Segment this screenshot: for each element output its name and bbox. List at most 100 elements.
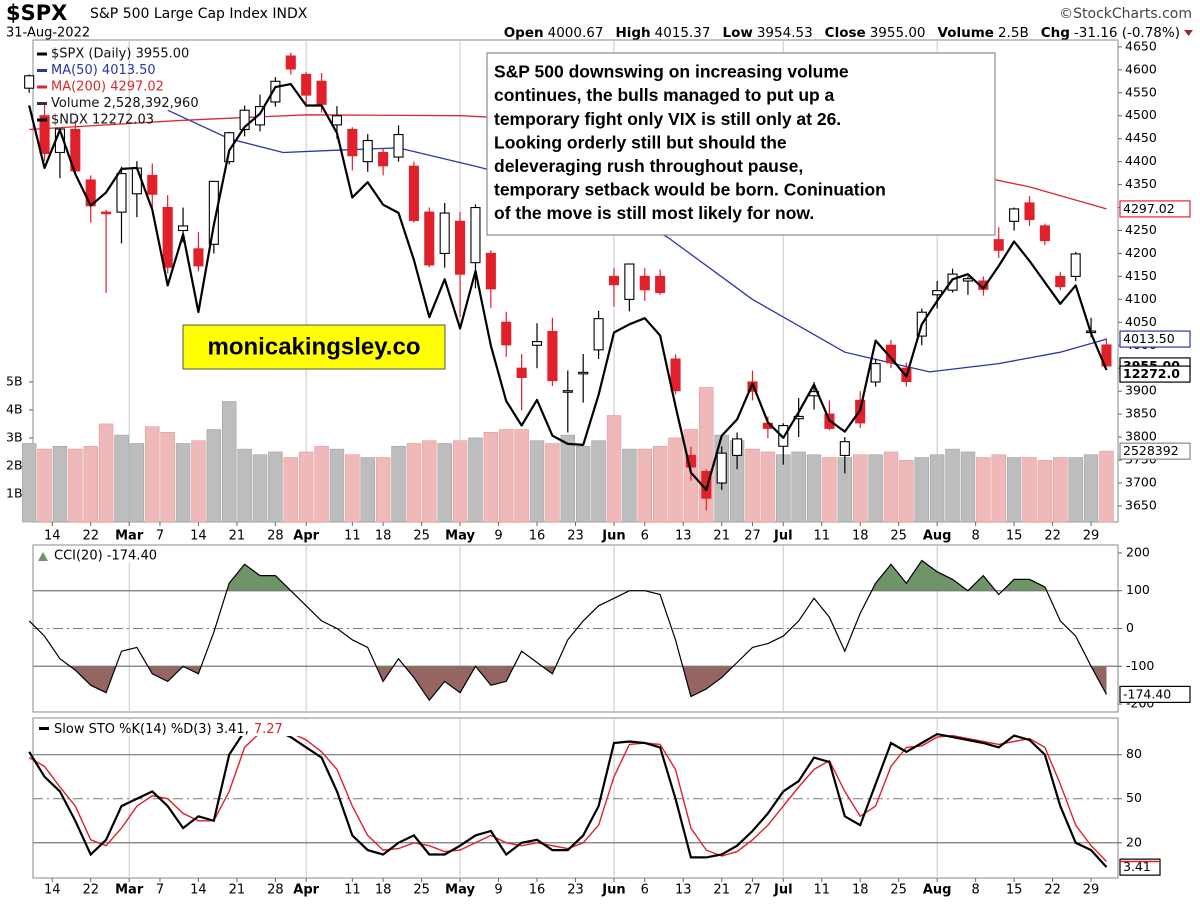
stat-value: -31.16 (-0.78%) (1074, 25, 1180, 41)
legend-swatch (37, 52, 47, 56)
volume-bar (345, 454, 360, 523)
x-tick-label: 21 (229, 529, 246, 544)
x-tick-label: 14 (190, 883, 207, 898)
stat-label: Chg (1041, 25, 1070, 41)
x-tick-label: 7 (156, 883, 164, 898)
candle-body (116, 173, 127, 213)
x-tick-label: Apr (293, 529, 319, 544)
volume-bar (806, 454, 822, 523)
candle-body (962, 278, 973, 282)
x-tick-label: 18 (852, 883, 869, 898)
candle-body (485, 252, 496, 290)
volume-bar (391, 446, 406, 523)
chart-subtitle: S&P 500 Large Cap Index INDX (90, 6, 308, 22)
volume-bar (745, 448, 760, 523)
x-tick-label: 29 (1083, 529, 1100, 544)
candle-body (224, 132, 235, 163)
candle-body (39, 115, 50, 154)
volume-bar (945, 448, 960, 523)
volume-bar (822, 457, 837, 523)
stat-label: High (615, 25, 650, 41)
sto-d-value: 7.27 (254, 722, 283, 737)
x-tick-label: 9 (494, 529, 502, 544)
candle-body (1101, 344, 1112, 367)
cci-label: CCI(20) -174.40 (54, 549, 157, 564)
candle-body (254, 106, 266, 126)
value-box-label: -174.40 (1123, 686, 1171, 701)
candle-body (501, 321, 512, 346)
x-tick-label: 18 (375, 883, 392, 898)
value-box-label: 12272.0 (1123, 366, 1180, 381)
x-tick-label: 25 (890, 883, 907, 898)
x-tick-label: Mar (115, 883, 144, 898)
volume-bar (575, 446, 591, 523)
candle-body (362, 139, 373, 163)
volume-bar (314, 446, 329, 523)
volume-bar (776, 454, 791, 523)
x-tick-label: 23 (567, 529, 584, 544)
volume-bar (37, 448, 52, 523)
x-tick-label: Jun (601, 883, 625, 898)
candle-body (408, 165, 419, 221)
volume-bar (375, 457, 391, 523)
candle-body (870, 363, 881, 383)
candle-body (162, 207, 173, 268)
volume-bar (483, 432, 499, 523)
x-tick-label: 27 (744, 883, 761, 898)
candle-body (193, 248, 204, 267)
volume-bar (98, 423, 114, 523)
stat-value: 2.5B (998, 25, 1029, 41)
candle-body (378, 151, 389, 167)
volume-bar (175, 443, 191, 523)
value-box (1119, 365, 1191, 383)
x-tick-label: 8 (972, 883, 980, 898)
volume-bar (283, 457, 299, 523)
x-tick-label: 11 (344, 883, 361, 898)
volume-bar (160, 432, 175, 523)
volume-bar (560, 434, 576, 523)
volume-bar (452, 440, 468, 523)
y-tick-label: 4450 (1125, 130, 1157, 145)
y2-tick-label: 5B (6, 373, 23, 388)
x-tick-label: 22 (1044, 883, 1061, 898)
volume-bar (960, 451, 976, 523)
candle-body (732, 438, 743, 456)
x-tick-label: 14 (190, 529, 207, 544)
y-tick-label: 4600 (1125, 61, 1157, 76)
sto-line (28, 728, 1108, 868)
y-tick-label: 4050 (1125, 314, 1157, 329)
y-tick-label: 4200 (1125, 245, 1157, 260)
x-tick-label: 15 (1006, 529, 1023, 544)
y-tick-label: 4650 (1125, 38, 1157, 53)
y2-tick-label: 3B (6, 429, 23, 444)
x-tick-label: 6 (641, 529, 649, 544)
candle-body (208, 180, 219, 245)
sto-label-text: Slow STO %K(14) %D(3) 3.41, (54, 722, 249, 737)
stat-label: Close (825, 25, 866, 41)
x-tick-label: 22 (1044, 529, 1061, 544)
x-tick-label: 22 (82, 883, 99, 898)
candle-body (470, 207, 481, 264)
x-tick-label: 18 (375, 529, 392, 544)
candle-body (839, 441, 850, 456)
sto-tick-label: 20 (1126, 834, 1142, 849)
x-tick-label: 22 (82, 529, 99, 544)
volume-bar (129, 443, 145, 523)
x-tick-label: 28 (267, 529, 284, 544)
x-tick-label: 21 (229, 883, 246, 898)
volume-bar (1006, 457, 1022, 523)
candle-body (270, 80, 281, 103)
volume-bar (1022, 457, 1037, 523)
header-stats: Open 4000.67 High 4015.37 Low 3954.53 Close 395… (504, 25, 1180, 41)
candle-body (24, 75, 35, 89)
volume-bar (499, 429, 514, 523)
x-tick-label: 25 (413, 883, 430, 898)
candle-body (1070, 253, 1081, 277)
x-tick-label: 15 (1006, 883, 1023, 898)
sto-tick-label: 80 (1126, 746, 1142, 761)
volume-bar (21, 443, 37, 523)
stat-value: 4000.67 (548, 25, 604, 41)
x-tick-label: 9 (494, 883, 502, 898)
stat-label: Volume (938, 25, 994, 41)
candle-body (670, 358, 681, 392)
